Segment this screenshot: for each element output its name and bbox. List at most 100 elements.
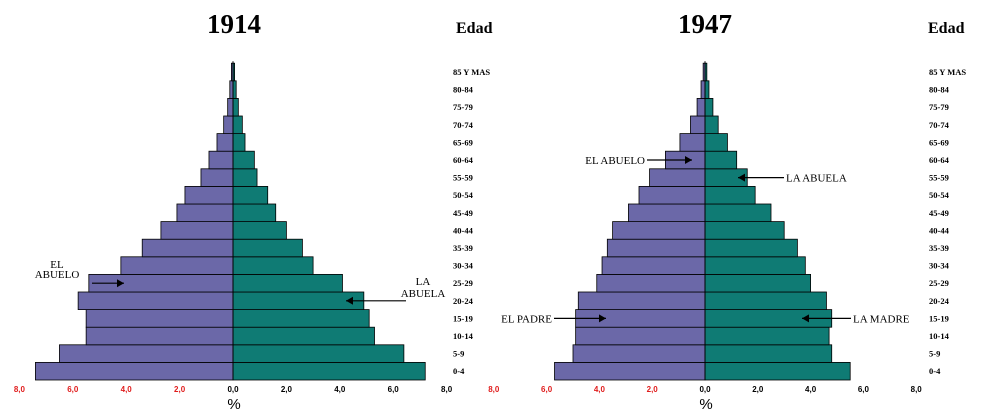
bar-right-10-14 [232,326,375,346]
annotation-label: EL [50,259,64,271]
x-tick-label: 2,0 [647,385,659,394]
bars-1914 [35,62,426,381]
x-tick-label: 4,0 [805,385,817,394]
age-label: 50-54 [929,190,950,200]
bar-left-30-34 [120,256,234,275]
bar-left-80-84 [700,80,706,99]
age-label: 25-29 [929,278,949,288]
arrow-head [802,314,809,323]
x-tick-label: 6,0 [858,385,870,394]
bar-left-20-24 [577,291,706,311]
bar-right-45-49 [704,203,772,223]
x-tick-label: 8,0 [14,385,26,394]
bar-left-70-74 [223,115,234,135]
age-label: 60-64 [929,155,950,165]
x-tick-label: 2,0 [174,385,186,394]
arrow-head [738,173,745,182]
annotation-label: EL PADRE [501,313,552,325]
age-label: 30-34 [929,261,950,271]
age-label: 55-59 [929,173,949,183]
age-label: 15-19 [453,313,473,323]
bar-left-70-74 [690,115,706,135]
annotation-label: LA MADRE [853,313,910,325]
bar-right-5-9 [704,344,833,363]
bar-left-10-14 [85,326,234,346]
bar-right-5-9 [232,344,405,363]
bar-left-55-59 [200,168,234,187]
x-tick-label: 6,0 [67,385,79,394]
age-label: 75-79 [929,102,949,112]
age-label: 35-39 [929,243,949,253]
age-labels-1947: 0-4 5-9 10-14 15-19 20-24 25-29 30-34 35-39 40-4… [929,67,966,376]
bar-left-15-19 [85,309,234,328]
age-label: 80-84 [929,85,950,95]
x-tick-label: 4,0 [334,385,346,394]
bar-right-60-64 [232,150,255,170]
age-label: 5-9 [929,349,940,359]
bar-left-60-64 [208,150,234,170]
age-label: 55-59 [453,173,473,183]
bar-right-70-74 [232,115,243,135]
age-label: 60-64 [453,155,474,165]
bar-right-55-59 [232,168,258,187]
bar-left-35-39 [141,238,234,258]
x-axis-label-1914: % [227,396,240,413]
bar-left-25-29 [596,273,706,293]
age-labels-1914: 0-4 5-9 10-14 15-19 20-24 25-29 30-34 35-39 40-4… [453,67,490,376]
bar-left-30-34 [601,256,706,275]
bar-left-75-79 [227,98,234,117]
bar-left-0-4 [35,361,234,381]
x-tick-labels-1914: 8,0 6,0 4,0 2,0 0,0 2,0 4,0 6,0 8,0 [14,385,453,394]
bar-left-5-9 [572,344,706,363]
bar-right-40-44 [704,221,785,240]
bar-left-45-49 [176,203,234,223]
age-label: 0-4 [453,366,465,376]
age-axis-title-1914: Edad [456,20,493,37]
pyramid-1947: 1947 Edad 0-4 5-9 10-14 15-19 20-24 25-29 30-3… [488,9,966,413]
bar-right-75-79 [232,98,239,117]
age-label: 80-84 [453,85,474,95]
annotations-1947: EL ABUELO LA ABUELA EL PADRE LA MADRE [501,155,910,325]
age-label: 45-49 [929,208,949,218]
age-label: 65-69 [929,137,949,147]
arrow-head [599,314,606,323]
bar-left-35-39 [606,238,706,258]
age-label: 15-19 [929,313,949,323]
chart-title-1947: 1947 [678,9,732,39]
age-label: 0-4 [929,366,941,376]
age-label: 40-44 [929,225,950,235]
arrow-head [685,156,692,164]
bar-left-75-79 [696,98,706,117]
bar-left-40-44 [160,221,234,240]
bar-right-30-34 [704,256,806,275]
age-label: 50-54 [453,190,474,200]
age-label: 30-34 [453,261,474,271]
annotation-la-madre: LA MADRE [802,313,910,325]
age-label: 5-9 [453,349,464,359]
bar-right-20-24 [704,291,827,311]
bar-right-60-64 [704,150,738,170]
age-label: 20-24 [453,296,474,306]
x-tick-label: 2,0 [752,385,764,394]
bar-right-35-39 [232,238,303,258]
x-tick-label: 8,0 [441,385,453,394]
bar-right-65-69 [232,133,246,152]
x-axis-label-1947: % [699,396,712,413]
bar-right-50-54 [704,185,756,205]
x-tick-label: 6,0 [541,385,553,394]
annotation-el-abuelo: EL ABUELO [585,155,692,167]
bar-left-50-54 [184,185,234,205]
age-label: 25-29 [453,278,473,288]
x-tick-label: 0,0 [227,385,239,394]
age-label: 85 Y MAS [929,67,966,77]
x-tick-label: 8,0 [488,385,500,394]
bar-left-40-44 [612,221,706,240]
annotation-label: LA [416,276,431,288]
x-tick-label: 0,0 [699,385,711,394]
chart-title-1914: 1914 [207,9,261,39]
annotation-label: ABUELO [35,269,80,281]
